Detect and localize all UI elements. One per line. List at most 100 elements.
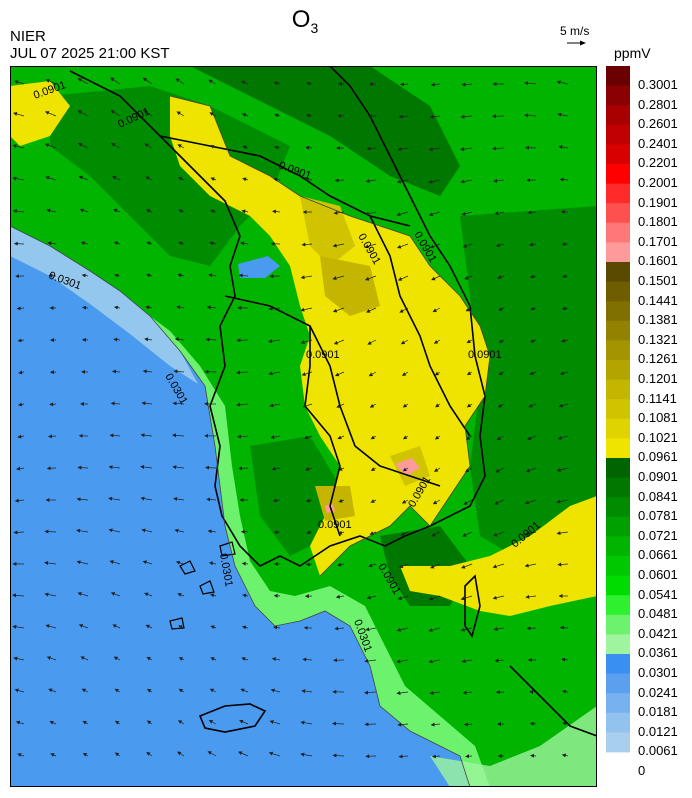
unit-label: ppmV xyxy=(614,45,651,61)
sea-area xyxy=(10,226,470,787)
wind-vector-arrow xyxy=(492,146,505,151)
wind-vector-arrow xyxy=(497,275,505,279)
wind-vector-arrow xyxy=(370,467,377,471)
wind-vector-arrow xyxy=(109,433,121,438)
contour-label: 0.0901 xyxy=(468,349,502,361)
dark-green-southwest xyxy=(250,436,340,556)
colorbar-tick-label: 0.2001 xyxy=(638,175,678,190)
wind-vector-arrow xyxy=(364,243,377,249)
wind-vector-arrow xyxy=(338,530,345,535)
wind-vector-arrow xyxy=(556,531,569,536)
colorbar-tick-label: 0.0061 xyxy=(638,743,678,759)
vector-scale-label: 5 m/s xyxy=(560,24,590,38)
wind-vector-arrow xyxy=(238,273,249,278)
map-frame xyxy=(10,66,597,787)
wind-vector-arrow xyxy=(14,498,25,503)
wind-vector-arrow xyxy=(270,688,281,693)
wind-vector-arrow xyxy=(557,562,569,567)
colorbar-tick-label: 0.0361 xyxy=(638,645,678,661)
wind-vector-arrow xyxy=(272,209,281,214)
wind-vector-arrow xyxy=(174,528,185,533)
wind-vector-arrow xyxy=(366,146,377,151)
wind-vector-arrow xyxy=(431,275,441,281)
wind-vector-arrow xyxy=(173,496,185,501)
colorbar-segment xyxy=(606,458,630,478)
wind-vector-arrow xyxy=(114,273,121,278)
wind-vector-arrow xyxy=(146,241,153,246)
wind-vector-arrow xyxy=(524,531,537,537)
colorbar-segment xyxy=(606,516,630,537)
map-title: O3 xyxy=(0,6,610,36)
wind-vector-arrow xyxy=(402,435,409,440)
wind-vector-arrow xyxy=(13,112,25,117)
wind-vector-arrow xyxy=(145,209,153,213)
colorbar-tick-label: 0.1901 xyxy=(638,194,678,210)
wind-vector-arrow xyxy=(525,467,537,473)
wind-vector-arrow xyxy=(273,81,281,86)
wind-vector-arrow xyxy=(527,435,537,441)
wind-vector-arrow xyxy=(493,531,505,537)
wind-vector-arrow xyxy=(82,720,89,725)
japan-coast xyxy=(509,665,597,737)
wind-vector-arrow xyxy=(495,467,505,473)
colorbar-tick-label: 0.0301 xyxy=(638,665,678,680)
wind-vector-arrow xyxy=(524,563,537,568)
wind-vector-arrow xyxy=(338,498,345,503)
wind-vector-arrow xyxy=(398,563,409,568)
wind-vector-arrow xyxy=(48,434,57,439)
wind-vector-arrow xyxy=(402,403,409,408)
wind-vector-arrow xyxy=(111,143,121,149)
wind-vector-arrow xyxy=(206,305,217,310)
wind-vector-arrow xyxy=(336,403,345,408)
wind-vector-arrow xyxy=(240,688,249,693)
wind-vector-arrow xyxy=(17,402,25,407)
colorbar-segment xyxy=(606,712,630,733)
wind-vector-arrow xyxy=(461,211,473,216)
wind-vector-arrow xyxy=(145,624,153,629)
wind-vector-arrow xyxy=(562,274,569,279)
wind-vector-arrow xyxy=(432,307,441,313)
colorbar-segment xyxy=(606,732,630,753)
wind-vector-arrow xyxy=(301,242,313,247)
wind-vector-arrow xyxy=(241,625,249,630)
wind-vector-arrow xyxy=(497,403,505,408)
wind-vector-arrow xyxy=(398,114,409,119)
wind-vector-arrow xyxy=(208,720,217,725)
wind-vector-arrow xyxy=(274,145,281,150)
colorbar-segment xyxy=(606,575,630,596)
wind-vector-arrow xyxy=(529,274,537,279)
wind-vector-arrow xyxy=(461,563,473,569)
wind-vector-arrow xyxy=(466,339,473,344)
colorbar-tick-label: 0.1701 xyxy=(638,233,678,249)
wind-vector-arrow xyxy=(429,114,441,119)
wind-vector-arrow xyxy=(82,752,89,757)
southwest-islands xyxy=(169,541,236,630)
wind-vector-arrow xyxy=(428,627,441,632)
wind-vector-arrow xyxy=(110,592,121,597)
wind-vector-arrow xyxy=(208,79,217,85)
wind-vector-arrow xyxy=(528,242,537,247)
wind-vector-arrow xyxy=(364,690,377,695)
wind-vector-arrow xyxy=(335,594,345,599)
wind-vector-arrow xyxy=(177,273,185,278)
wind-vector-arrow xyxy=(300,307,313,312)
colorbar-segment xyxy=(606,183,630,204)
wind-vector-arrow xyxy=(460,147,473,152)
wind-vector-arrow xyxy=(301,371,313,377)
wind-vector-arrow xyxy=(303,435,313,440)
wind-vector-arrow xyxy=(492,595,505,600)
colorbar-tick-label: 0.2201 xyxy=(638,155,678,171)
wind-vector-arrow xyxy=(142,369,153,374)
vector-scale-arrow-icon xyxy=(567,40,586,46)
wind-vector-arrow xyxy=(172,433,185,438)
colorbar-tick-label: 0.1261 xyxy=(638,351,678,367)
wind-vector-arrow xyxy=(110,77,121,85)
wind-vector-arrow xyxy=(178,688,185,693)
wind-vector-arrow xyxy=(210,657,217,661)
wind-vector-arrow xyxy=(400,531,409,536)
wind-vector-arrow xyxy=(146,273,153,278)
wind-vector-arrow xyxy=(464,275,473,280)
dark-green-northeast xyxy=(190,66,460,196)
colorbar-segment xyxy=(606,477,630,498)
wind-vector-arrow xyxy=(524,499,537,505)
